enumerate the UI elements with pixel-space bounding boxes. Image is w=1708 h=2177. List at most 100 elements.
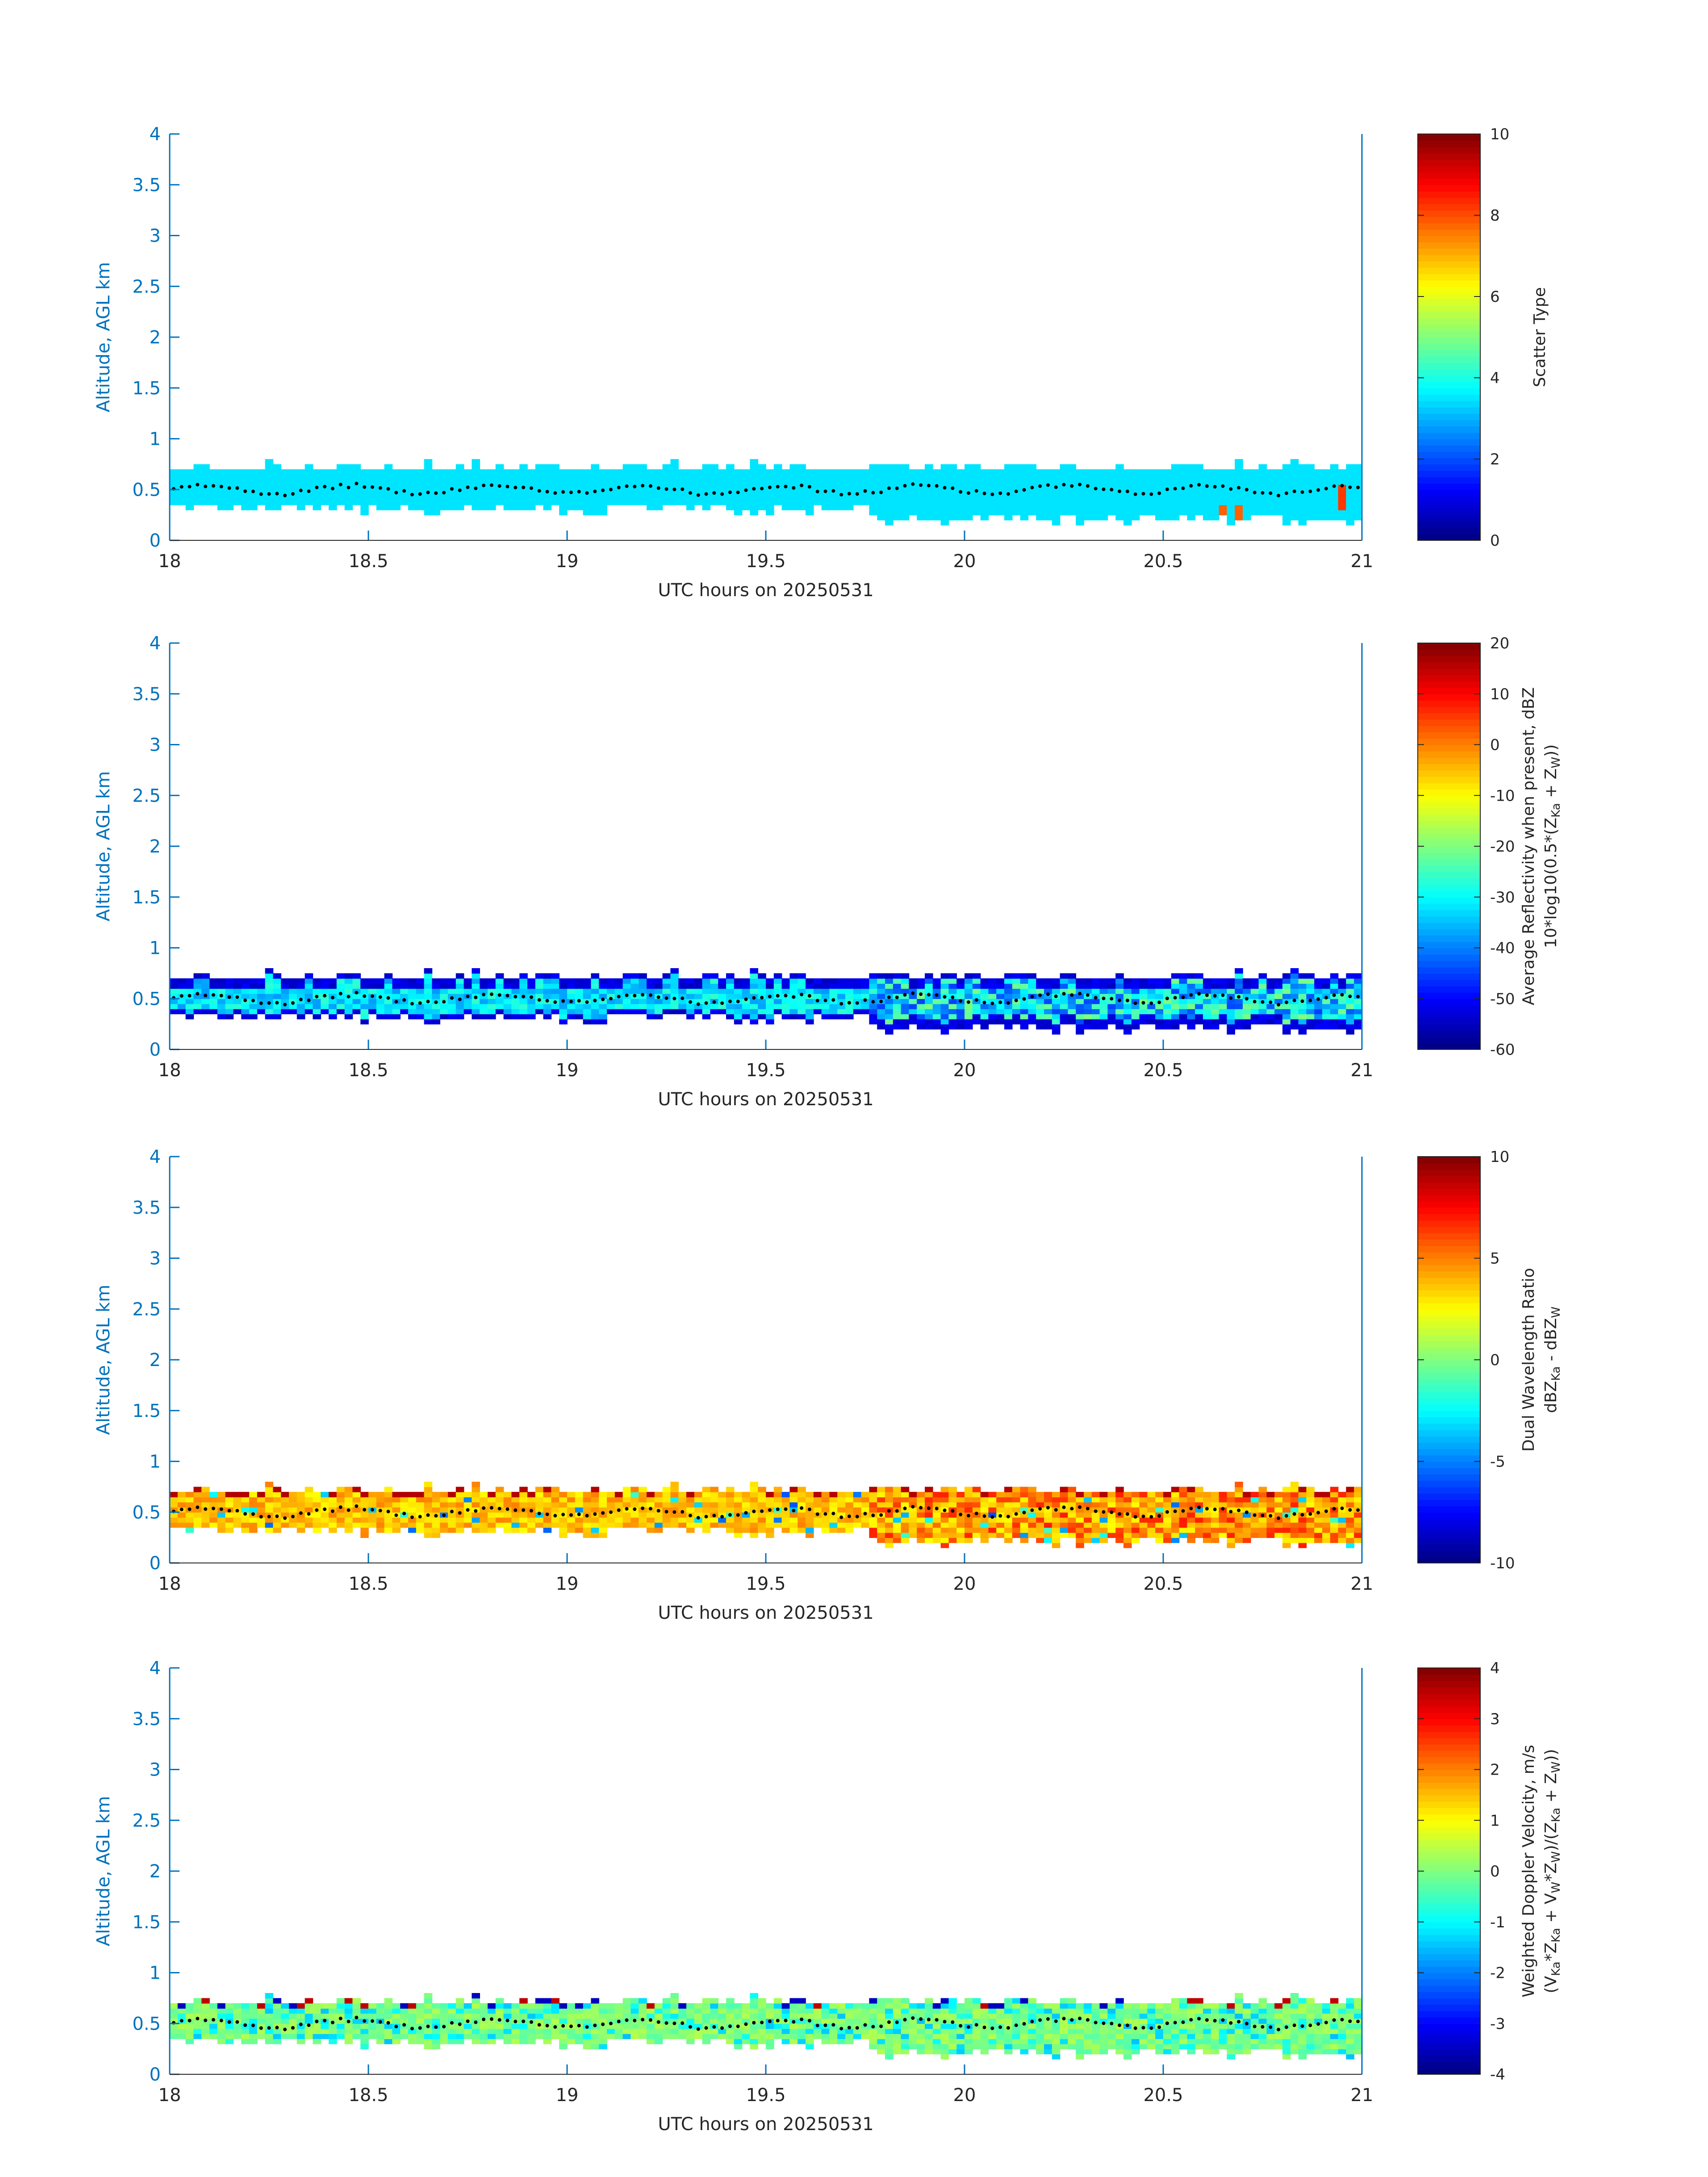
heatmap-cell: [1171, 1024, 1180, 1030]
heatmap-cell: [1012, 474, 1021, 480]
heatmap-cell: [1243, 1538, 1251, 1543]
heatmap-cell: [376, 500, 385, 506]
heatmap-cell: [758, 474, 766, 480]
heatmap-cell: [901, 1532, 910, 1538]
heatmap-cell: [1012, 1527, 1021, 1533]
heatmap-cell: [352, 999, 361, 1004]
heatmap-cell: [670, 988, 679, 994]
heatmap-cell: [773, 1517, 782, 1523]
heatmap-cell: [1099, 469, 1108, 475]
layer-center-point: [514, 485, 518, 489]
heatmap-cell: [734, 474, 743, 480]
layer-center-point: [227, 1508, 231, 1513]
heatmap-cell: [1123, 1019, 1132, 1024]
heatmap-cell: [932, 494, 941, 500]
heatmap-cell: [177, 2034, 186, 2039]
layer-center-point: [204, 1507, 208, 1511]
heatmap-cell: [1330, 1009, 1339, 1015]
heatmap-cell: [241, 1517, 250, 1523]
heatmap-cell: [1084, 1527, 1092, 1533]
heatmap-cell: [932, 1009, 941, 1015]
heatmap-cell: [988, 1532, 997, 1538]
layer-center-point: [919, 992, 923, 996]
heatmap-cell: [980, 469, 989, 475]
heatmap-cell: [1123, 978, 1132, 984]
heatmap-cell: [1020, 993, 1029, 999]
heatmap-cell: [575, 1003, 584, 1009]
heatmap-cell: [869, 474, 877, 480]
heatmap-cell: [1243, 1502, 1251, 1508]
heatmap-cell: [845, 494, 854, 500]
heatmap-cell: [1163, 1538, 1172, 1543]
heatmap-cell: [1115, 1492, 1124, 1497]
heatmap-cell: [1250, 469, 1259, 475]
colorbar-segment: [1418, 871, 1480, 879]
colorbar-segment: [1418, 350, 1480, 357]
heatmap-cell: [1306, 469, 1315, 475]
heatmap-cell: [177, 1517, 186, 1523]
layer-center-point: [1102, 487, 1106, 491]
heatmap-cell: [1243, 500, 1251, 506]
heatmap-cell: [1076, 1019, 1084, 1024]
heatmap-cell: [464, 1003, 472, 1009]
heatmap-cell: [1028, 1517, 1036, 1523]
heatmap-cell: [647, 978, 655, 984]
heatmap-cell: [313, 474, 321, 480]
heatmap-cell: [416, 983, 425, 989]
heatmap-cell: [448, 1502, 456, 1508]
heatmap-cell: [607, 474, 615, 480]
heatmap-cell: [488, 1497, 496, 1503]
heatmap-cell: [988, 494, 997, 500]
heatmap-cell: [1306, 988, 1315, 994]
heatmap-cell: [265, 988, 274, 994]
heatmap-cell: [527, 988, 536, 994]
heatmap-cell: [726, 978, 735, 984]
heatmap-cell: [527, 489, 536, 495]
heatmap-cell: [1250, 1527, 1259, 1533]
heatmap-cell: [932, 505, 941, 510]
heatmap-cell: [472, 1009, 480, 1015]
heatmap-cell: [1020, 1538, 1029, 1543]
heatmap-cell: [1211, 474, 1219, 480]
heatmap-cell: [948, 505, 957, 510]
heatmap-cell: [821, 1522, 830, 1528]
heatmap-cell: [289, 1492, 297, 1497]
heatmap-cell: [1099, 1014, 1108, 1020]
heatmap-cell: [313, 988, 321, 994]
heatmap-cell: [1330, 515, 1339, 521]
heatmap-cell: [1004, 1487, 1013, 1492]
heatmap-cell: [718, 1492, 727, 1497]
layer-center-point: [1006, 1001, 1010, 1005]
heatmap-cell: [1004, 1492, 1013, 1497]
heatmap-cell: [718, 469, 727, 475]
heatmap-cell: [1195, 489, 1203, 495]
heatmap-cell: [773, 1009, 782, 1015]
colorbar-segment: [1418, 1201, 1480, 1208]
heatmap-cell: [885, 520, 894, 526]
heatmap-cell: [694, 1502, 703, 1508]
heatmap-cell: [885, 1542, 894, 1548]
heatmap-cell: [575, 500, 584, 506]
layer-center-point: [625, 993, 629, 997]
heatmap-cell: [1139, 1009, 1148, 1015]
heatmap-cell: [265, 968, 274, 974]
colorbar-segment: [1418, 286, 1480, 293]
x-tick-label: 19.5: [746, 551, 785, 572]
heatmap-cell: [639, 479, 647, 485]
colorbar-label: Dual Wavelength Ratio: [1520, 1268, 1538, 1451]
heatmap-cell: [1354, 1492, 1362, 1497]
layer-center-point: [363, 485, 367, 489]
heatmap-cell: [1155, 1019, 1164, 1024]
heatmap-cell: [893, 1522, 902, 1528]
heatmap-cell: [575, 479, 584, 485]
heatmap-cell: [1076, 999, 1084, 1004]
heatmap-cell: [678, 983, 687, 989]
heatmap-cell: [773, 1502, 782, 1508]
heatmap-cell: [837, 983, 846, 989]
heatmap-cell: [1258, 1009, 1267, 1015]
heatmap-cell: [503, 1512, 512, 1518]
heatmap-cell: [837, 1502, 846, 1508]
heatmap-cell: [798, 983, 806, 989]
heatmap-cell: [614, 983, 623, 989]
colorbar-segment: [1418, 789, 1480, 796]
